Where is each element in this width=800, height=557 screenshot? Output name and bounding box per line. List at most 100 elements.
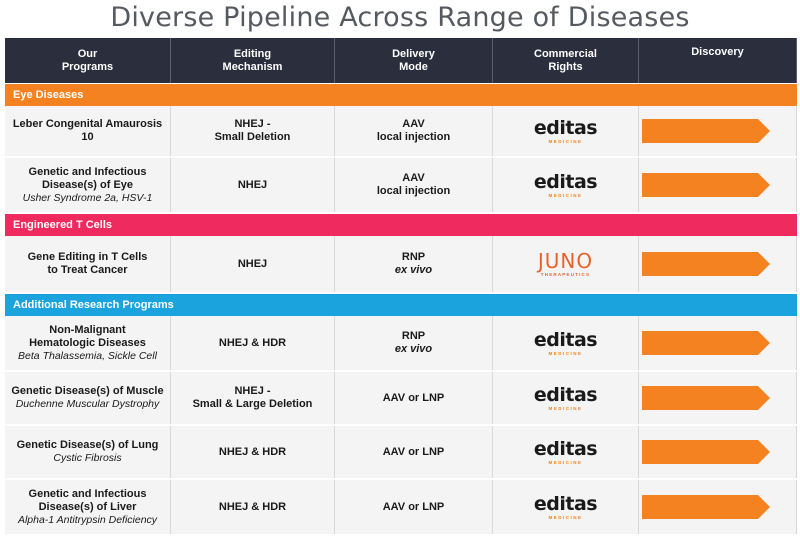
juno-logo-word: JUNO <box>537 249 594 273</box>
editas-logo: editas MEDICINE <box>533 328 598 356</box>
header-discovery: Discovery <box>639 38 797 83</box>
editas-logo-tag: MEDICINE <box>548 405 583 411</box>
section-label: Eye Diseases <box>13 89 84 101</box>
program-subtitle: Beta Thalassemia, Sickle Cell <box>18 349 157 362</box>
editas-logo: editas MEDICINE <box>533 437 598 465</box>
page-title: Diverse Pipeline Across Range of Disease… <box>110 2 690 33</box>
delivery-text: AAV <box>402 172 425 184</box>
rights-cell: editas MEDICINE <box>493 426 639 478</box>
progress-arrow-icon <box>642 440 770 464</box>
table-row: Genetic and Infectious Disease(s) of Eye… <box>5 158 797 214</box>
table-row: Genetic and Infectious Disease(s) of Liv… <box>5 480 797 536</box>
program-cell: Genetic and Infectious Disease(s) of Liv… <box>5 480 171 534</box>
editas-logo-word: editas <box>533 383 598 406</box>
progress-arrow-icon <box>642 495 770 519</box>
header-rights-label: Commercial Rights <box>534 47 597 73</box>
editas-logo-word: editas <box>533 328 598 351</box>
delivery-cell: RNP ex vivo <box>335 236 493 292</box>
delivery-detail: ex vivo <box>394 343 433 355</box>
table-row: Gene Editing in T Cells to Treat Cancer … <box>5 236 797 294</box>
program-name: Leber Congenital Amaurosis 10 <box>12 118 163 143</box>
delivery-detail: ex vivo <box>394 264 433 276</box>
editas-logo: editas MEDICINE <box>534 118 598 144</box>
editas-logo-tag: MEDICINE <box>548 514 583 520</box>
rights-cell: editas MEDICINE <box>493 372 639 424</box>
rights-cell: editas MEDICINE <box>493 158 639 212</box>
rights-cell: JUNO THERAPEUTICS <box>493 236 639 292</box>
table-row: Genetic Disease(s) of Lung Cystic Fibros… <box>5 426 797 480</box>
discovery-cell <box>639 372 797 424</box>
program-cell: Genetic Disease(s) of Lung Cystic Fibros… <box>5 426 171 478</box>
rights-cell: editas MEDICINE <box>493 106 639 156</box>
program-name: Genetic Disease(s) of Lung <box>16 439 159 451</box>
table-header: Our Programs Editing Mechanism Delivery … <box>5 38 797 83</box>
table-row: Genetic Disease(s) of Muscle Duchenne Mu… <box>5 372 797 426</box>
progress-arrow-icon <box>642 173 770 197</box>
mechanism-cell: NHEJ & HDR <box>171 480 335 534</box>
delivery-cell: AAV or LNP <box>335 372 493 424</box>
program-cell: Non-Malignant Hematologic Diseases Beta … <box>5 316 171 370</box>
program-name: Genetic and Infectious Disease(s) of Eye <box>28 165 147 191</box>
delivery-detail: local injection <box>376 131 451 143</box>
pipeline-table: Our Programs Editing Mechanism Delivery … <box>5 38 797 536</box>
program-name: Genetic and Infectious Disease(s) of Liv… <box>28 487 147 513</box>
program-cell: Genetic and Infectious Disease(s) of Eye… <box>5 158 171 212</box>
program-cell: Genetic Disease(s) of Muscle Duchenne Mu… <box>5 372 171 424</box>
juno-logo-tag: THERAPEUTICS <box>540 272 591 277</box>
section-additional-research: Additional Research Programs <box>5 294 797 316</box>
header-programs: Our Programs <box>5 38 171 83</box>
editas-logo-tag: MEDICINE <box>548 350 583 356</box>
section-eye-diseases: Eye Diseases <box>5 84 797 106</box>
editas-logo: editas MEDICINE <box>533 170 598 198</box>
mechanism-text: NHEJ & HDR <box>218 336 287 349</box>
mechanism-cell: NHEJ - Small & Large Deletion <box>171 372 335 424</box>
editas-logo-word: editas <box>533 170 598 193</box>
editas-logo-tag: MEDICINE <box>548 459 583 465</box>
delivery-cell: AAV or LNP <box>335 426 493 478</box>
program-name: Genetic Disease(s) of Muscle <box>11 385 164 397</box>
program-name: Non-Malignant Hematologic Diseases <box>29 323 146 349</box>
section-label: Additional Research Programs <box>13 299 174 311</box>
mechanism-cell: NHEJ & HDR <box>171 316 335 370</box>
delivery-cell: AAV local injection <box>335 106 493 156</box>
program-subtitle: Duchenne Muscular Dystrophy <box>15 398 160 410</box>
delivery-text: AAV or LNP <box>382 391 445 404</box>
editas-logo-tag: MEDICINE <box>548 192 583 198</box>
header-programs-label: Our Programs <box>61 47 114 73</box>
juno-logo: JUNO THERAPEUTICS <box>538 251 593 277</box>
table-row: Non-Malignant Hematologic Diseases Beta … <box>5 316 797 372</box>
discovery-cell <box>639 106 797 156</box>
header-discovery-label: Discovery <box>691 46 744 58</box>
program-subtitle: Cystic Fibrosis <box>53 452 122 464</box>
delivery-cell: RNP ex vivo <box>335 316 493 370</box>
progress-arrow-icon <box>642 386 770 410</box>
discovery-cell <box>639 158 797 212</box>
delivery-text: AAV <box>402 118 425 130</box>
delivery-text: RNP <box>401 251 426 263</box>
mechanism-cell: NHEJ & HDR <box>171 426 335 478</box>
section-engineered-t-cells: Engineered T Cells <box>5 214 797 236</box>
header-rights: Commercial Rights <box>493 38 639 83</box>
mechanism-cell: NHEJ <box>171 236 335 292</box>
delivery-detail: local injection <box>376 185 451 197</box>
progress-arrow-icon <box>642 252 770 276</box>
delivery-cell: AAV local injection <box>335 158 493 212</box>
discovery-cell <box>639 426 797 478</box>
table-row: Leber Congenital Amaurosis 10 NHEJ - Sma… <box>5 106 797 158</box>
mechanism-text: NHEJ - Small Deletion <box>214 118 291 143</box>
header-delivery: Delivery Mode <box>335 38 493 83</box>
editas-logo: editas MEDICINE <box>533 492 598 520</box>
header-delivery-label: Delivery Mode <box>392 47 435 73</box>
editas-logo-word: editas <box>533 437 598 460</box>
progress-arrow-icon <box>642 331 770 355</box>
mechanism-text: NHEJ & HDR <box>218 500 287 513</box>
program-cell: Gene Editing in T Cells to Treat Cancer <box>5 236 171 292</box>
editas-logo-tag: MEDICINE <box>548 138 583 144</box>
section-label: Engineered T Cells <box>13 219 113 231</box>
mechanism-text: NHEJ <box>237 178 268 191</box>
delivery-text: RNP <box>401 330 426 342</box>
editas-logo-word: editas <box>533 492 598 515</box>
rights-cell: editas MEDICINE <box>493 480 639 534</box>
mechanism-cell: NHEJ <box>171 158 335 212</box>
rights-cell: editas MEDICINE <box>493 316 639 370</box>
